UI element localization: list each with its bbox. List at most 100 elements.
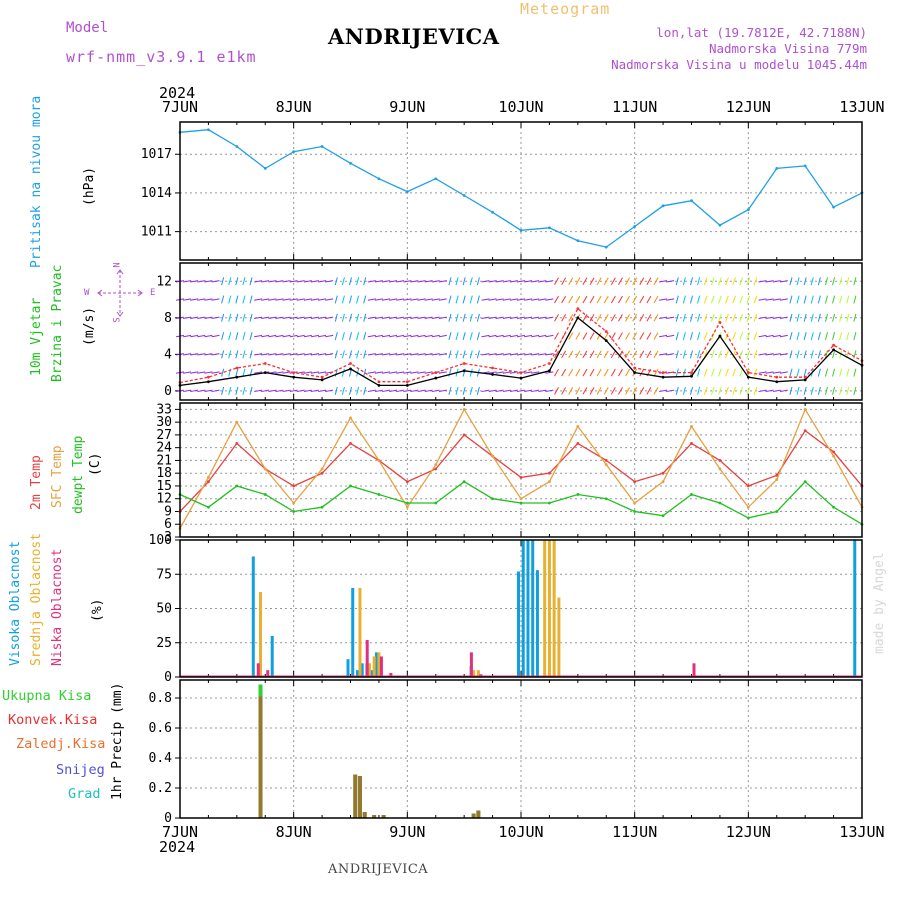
y-tick-label: 0 [164,670,172,685]
wind-barb [732,277,736,286]
wind-barb [424,334,433,338]
wind-barb [190,280,199,283]
data-point [633,480,637,484]
wind-barb [190,316,199,319]
wind-barb [772,280,781,283]
wind-barb [682,313,686,322]
wind-barb [746,332,751,340]
cloud-bar [374,652,378,677]
wind-barb [204,316,213,319]
wind-barb [675,368,679,377]
wind-barb [765,371,774,374]
data-point [235,366,239,370]
data-point [718,501,722,505]
wind-barb [779,371,788,374]
wind-barb [589,368,595,377]
data-point [633,501,637,505]
wind-barb [703,313,708,322]
wind-barb [575,277,581,285]
wind-barb [589,387,595,395]
wind-barb [710,350,715,359]
wind-barb [275,353,284,356]
wind-barb [682,350,686,359]
wind-barb [410,353,419,356]
data-point [604,330,608,333]
wind-barb [476,277,480,286]
wind-barb [221,332,225,341]
wind-barb [282,334,291,338]
precip-legend-hail: Grad [68,786,101,802]
wind-barb [417,371,426,374]
data-point [746,375,750,379]
cloud-bar [377,652,381,677]
wind-barb [488,298,497,301]
wind-barb [703,277,708,286]
wind-barb [758,334,767,338]
wind-barb [403,298,412,301]
wind-barb [374,298,383,301]
data-point [349,367,352,371]
wind-barb [249,386,253,395]
wind-barb [817,368,821,377]
wind-barb [424,353,433,356]
data-point [263,362,267,365]
data-point [320,375,324,379]
wind-barb [803,295,807,304]
wind-barb [853,386,857,395]
wind-barb [469,386,473,395]
wind-barb [753,332,758,340]
wind-barb [646,277,652,285]
wind-barb [538,298,547,301]
cloud-bar [543,540,547,677]
wind-barb [211,334,220,338]
wind-barb [832,368,836,377]
precip-bar [381,815,386,818]
wind-barb [396,389,405,393]
x-tick-label-top: 9JUN [389,98,425,116]
wind-barb [739,313,744,322]
wind-barb [632,387,638,395]
wind-barb [796,295,800,304]
wind-barb [403,371,412,374]
wind-barb [275,389,284,393]
wind-barb [389,298,398,301]
wind-barb [469,277,473,286]
year-bottom: 2024 [159,838,196,856]
wind-barb [438,371,447,374]
wind-barb [417,280,426,283]
wind-barb [796,277,800,286]
wind-barb [318,280,327,283]
wind-barb [725,277,729,286]
wind-barb [481,316,490,319]
wind-barb [689,386,694,395]
data-point [207,505,210,509]
wind-barb [538,389,547,393]
wind-barb [183,280,192,283]
cloud-bar [476,670,480,677]
wind-barb [659,353,668,356]
wind-barb [779,353,788,356]
wind-barb [610,350,616,359]
wind-barb [417,389,426,393]
wind-barb [796,313,800,322]
wind-barb [211,316,220,319]
wind-barb [403,353,412,356]
panel-frame-4 [179,679,863,819]
panel-frame-0 [179,121,863,261]
wind-barb [803,368,807,377]
wind-barb [228,332,232,341]
wind-barb [289,389,298,393]
wind-barb [789,277,793,286]
wind-barb [646,295,652,304]
wind-barb [367,371,376,374]
data-point [690,371,693,374]
wind-barb [554,277,559,285]
wind-barb [772,353,781,356]
cloud-bar [552,540,556,677]
wind-barb [289,280,298,283]
data-point [803,480,807,484]
data-point [519,376,523,380]
panel-frame-3 [179,539,863,678]
wind-barb [824,350,828,359]
wind-barb [803,313,807,322]
